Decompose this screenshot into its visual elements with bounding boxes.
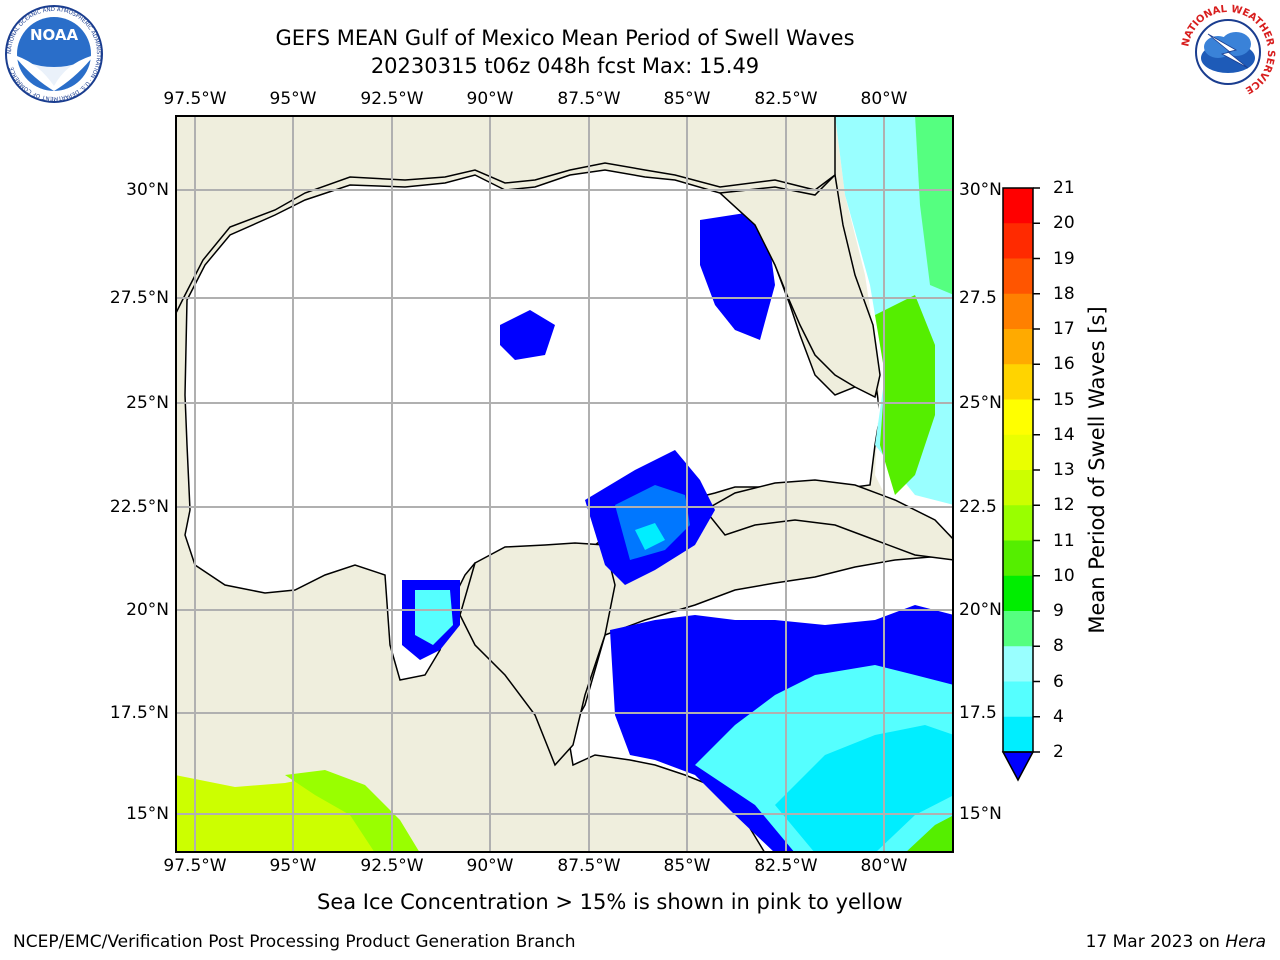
colorbar-bin — [1003, 540, 1033, 577]
swell-green-atlantic — [875, 295, 935, 495]
lon-tick-bottom: 80°W — [860, 856, 908, 876]
lon-tick-bottom: 95°W — [269, 856, 317, 876]
swell-blue-north — [500, 310, 555, 360]
colorbar-frame — [1002, 187, 1034, 753]
nws-logo: NATIONAL WEATHER SERVICE — [1180, 4, 1276, 100]
colorbar-bin — [1003, 470, 1033, 506]
colorbar-label: 13 — [1053, 460, 1075, 480]
lon-tick-bottom: 85°W — [663, 856, 711, 876]
colorbar-title: Mean Period of Swell Waves [s] — [1085, 306, 1109, 634]
colorbar-label: 8 — [1053, 636, 1064, 657]
sea-ice-note: Sea Ice Concentration > 15% is shown in … — [317, 890, 903, 914]
lat-tick-left: 25°N — [126, 393, 169, 413]
lon-tick-top: 97.5°W — [163, 89, 227, 109]
colorbar-label: 4 — [1053, 706, 1064, 727]
lat-tick-right: 27.5 — [959, 288, 997, 308]
lat-tick-right: 20°N — [959, 600, 1002, 620]
colorbar-label: 17 — [1053, 319, 1075, 339]
lon-tick-top: 92.5°W — [360, 89, 424, 109]
colorbar-bin — [1003, 646, 1033, 682]
colorbar-label: 9 — [1053, 601, 1064, 621]
footer-date: 17 Mar 2023 on Hera — [1086, 932, 1266, 952]
lon-tick-bottom: 82.5°W — [754, 856, 818, 876]
colorbar-label: 14 — [1053, 424, 1075, 445]
swell-blue-west — [700, 210, 775, 340]
footer-branch: NCEP/EMC/Verification Post Processing Pr… — [13, 932, 576, 952]
colorbar-extend-arrow — [1001, 751, 1035, 782]
swell-cyan-patch — [635, 523, 665, 550]
lat-tick-left: 20°N — [126, 600, 169, 620]
lat-tick-left: 22.5°N — [109, 497, 169, 517]
colorbar-bin — [1003, 364, 1033, 400]
lat-tick-right: 25°N — [959, 393, 1002, 413]
lon-tick-bottom: 87.5°W — [557, 856, 621, 876]
chart-title: GEFS MEAN Gulf of Mexico Mean Period of … — [275, 26, 855, 50]
chart-subtitle: 20230315 t06z 048h fcst Max: 15.49 — [370, 54, 760, 78]
lat-tick-right: 22.5 — [959, 497, 997, 517]
lat-tick-left: 27.5°N — [109, 288, 169, 308]
colorbar-label: 18 — [1053, 283, 1075, 304]
map-panel[interactable] — [175, 115, 954, 853]
colorbar-bin — [1003, 575, 1033, 612]
colorbar — [1001, 187, 1040, 782]
lat-tick-right: 15°N — [959, 804, 1002, 824]
colorbar-label: 12 — [1053, 495, 1075, 516]
colorbar-bin — [1003, 258, 1033, 295]
lon-tick-top: 82.5°W — [754, 89, 818, 109]
colorbar-bin — [1003, 716, 1033, 753]
lon-tick-bottom: 97.5°W — [163, 856, 227, 876]
lon-tick-top: 87.5°W — [557, 89, 621, 109]
colorbar-bin — [1003, 329, 1033, 365]
colorbar-label: 20 — [1053, 213, 1075, 234]
florida-peninsula — [718, 173, 881, 399]
colorbar-label: 15 — [1053, 389, 1075, 410]
map-frame — [175, 115, 954, 853]
colorbar-bin — [1003, 434, 1033, 471]
map-grid — [175, 115, 954, 853]
lon-tick-top: 80°W — [860, 89, 908, 109]
colorbar-label: 11 — [1053, 530, 1075, 551]
map-canvas — [175, 115, 954, 853]
colorbar-bin — [1003, 681, 1033, 718]
colorbar-bin — [1003, 505, 1033, 541]
swell-lightblue-patch — [615, 485, 690, 560]
colorbar-bin — [1003, 223, 1033, 259]
lon-tick-bottom: 92.5°W — [360, 856, 424, 876]
colorbar-label: 10 — [1053, 565, 1075, 586]
colorbar-label: 2 — [1053, 742, 1064, 762]
swell-cyan-campeche — [415, 590, 453, 645]
colorbar-bin — [1003, 293, 1033, 330]
lat-tick-left: 15°N — [126, 804, 169, 824]
swell-green-pacific — [285, 770, 420, 853]
colorbar-bin — [1003, 399, 1033, 436]
lon-tick-top: 95°W — [269, 89, 317, 109]
footer-date-text: 17 Mar 2023 on — [1085, 932, 1226, 952]
cuba-island — [703, 479, 954, 561]
yucatan-peninsula — [459, 542, 616, 767]
lat-tick-right: 17.5 — [959, 703, 997, 723]
swell-mint-atlantic — [915, 115, 954, 295]
footer-host: Hera — [1225, 932, 1266, 952]
us-gulf-coast — [175, 115, 836, 316]
noaa-logo-text: NOAA — [30, 26, 79, 44]
colorbar-label: 16 — [1053, 354, 1075, 375]
swell-green-southeast — [905, 815, 954, 853]
lat-tick-right: 30°N — [959, 180, 1002, 200]
lon-tick-top: 90°W — [466, 89, 514, 109]
lat-tick-left: 17.5°N — [109, 703, 169, 723]
colorbar-bin — [1003, 611, 1033, 647]
colorbar-bin — [1003, 188, 1033, 224]
lon-tick-bottom: 90°W — [466, 856, 514, 876]
colorbar-label: 19 — [1053, 248, 1075, 269]
noaa-logo: NOAA NATIONAL OCEANIC AND ATMOSPHERIC AD… — [5, 5, 103, 103]
colorbar-label: 21 — [1053, 178, 1075, 198]
lat-tick-left: 30°N — [126, 180, 169, 200]
lon-tick-top: 85°W — [663, 89, 711, 109]
colorbar-label: 6 — [1053, 671, 1064, 692]
